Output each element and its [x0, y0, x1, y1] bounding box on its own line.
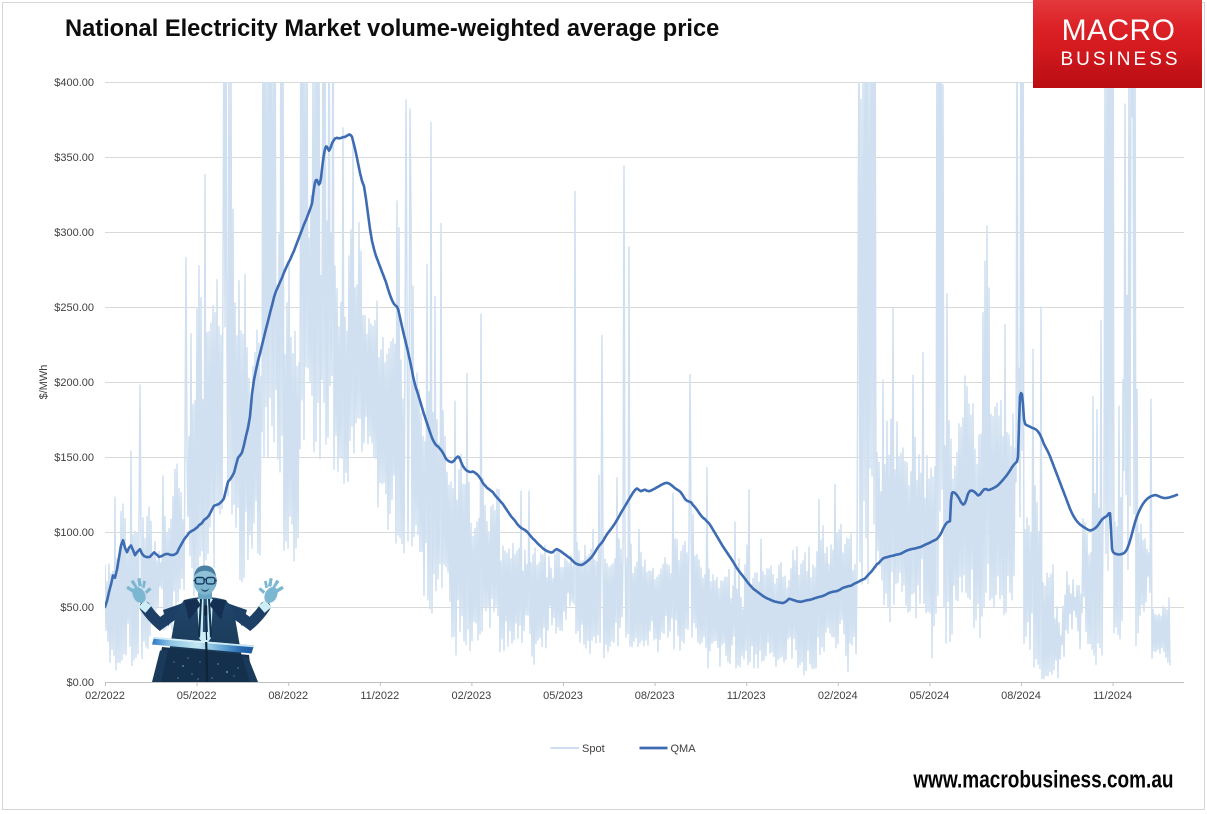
svg-text:$300.00: $300.00 [54, 227, 94, 239]
svg-text:11/2024: 11/2024 [1093, 690, 1132, 702]
svg-text:$350.00: $350.00 [54, 152, 94, 164]
svg-text:Spot: Spot [582, 743, 605, 755]
svg-text:02/2023: 02/2023 [452, 690, 492, 702]
svg-text:$200.00: $200.00 [54, 377, 94, 389]
svg-text:02/2024: 02/2024 [818, 690, 858, 702]
svg-text:$50.00: $50.00 [60, 602, 94, 614]
svg-text:08/2023: 08/2023 [635, 690, 675, 702]
svg-text:$250.00: $250.00 [54, 302, 94, 314]
svg-text:05/2023: 05/2023 [543, 690, 583, 702]
svg-text:11/2022: 11/2022 [360, 690, 399, 702]
svg-text:$0.00: $0.00 [66, 677, 94, 689]
svg-text:QMA: QMA [671, 743, 697, 755]
svg-text:05/2024: 05/2024 [910, 690, 950, 702]
svg-text:02/2022: 02/2022 [85, 690, 125, 702]
svg-text:$/MWh: $/MWh [38, 365, 50, 400]
svg-text:$100.00: $100.00 [54, 527, 94, 539]
svg-text:$400.00: $400.00 [54, 77, 94, 89]
svg-text:05/2022: 05/2022 [177, 690, 217, 702]
svg-text:11/2023: 11/2023 [727, 690, 766, 702]
svg-text:$150.00: $150.00 [54, 452, 94, 464]
svg-text:08/2022: 08/2022 [268, 690, 308, 702]
svg-text:08/2024: 08/2024 [1001, 690, 1041, 702]
